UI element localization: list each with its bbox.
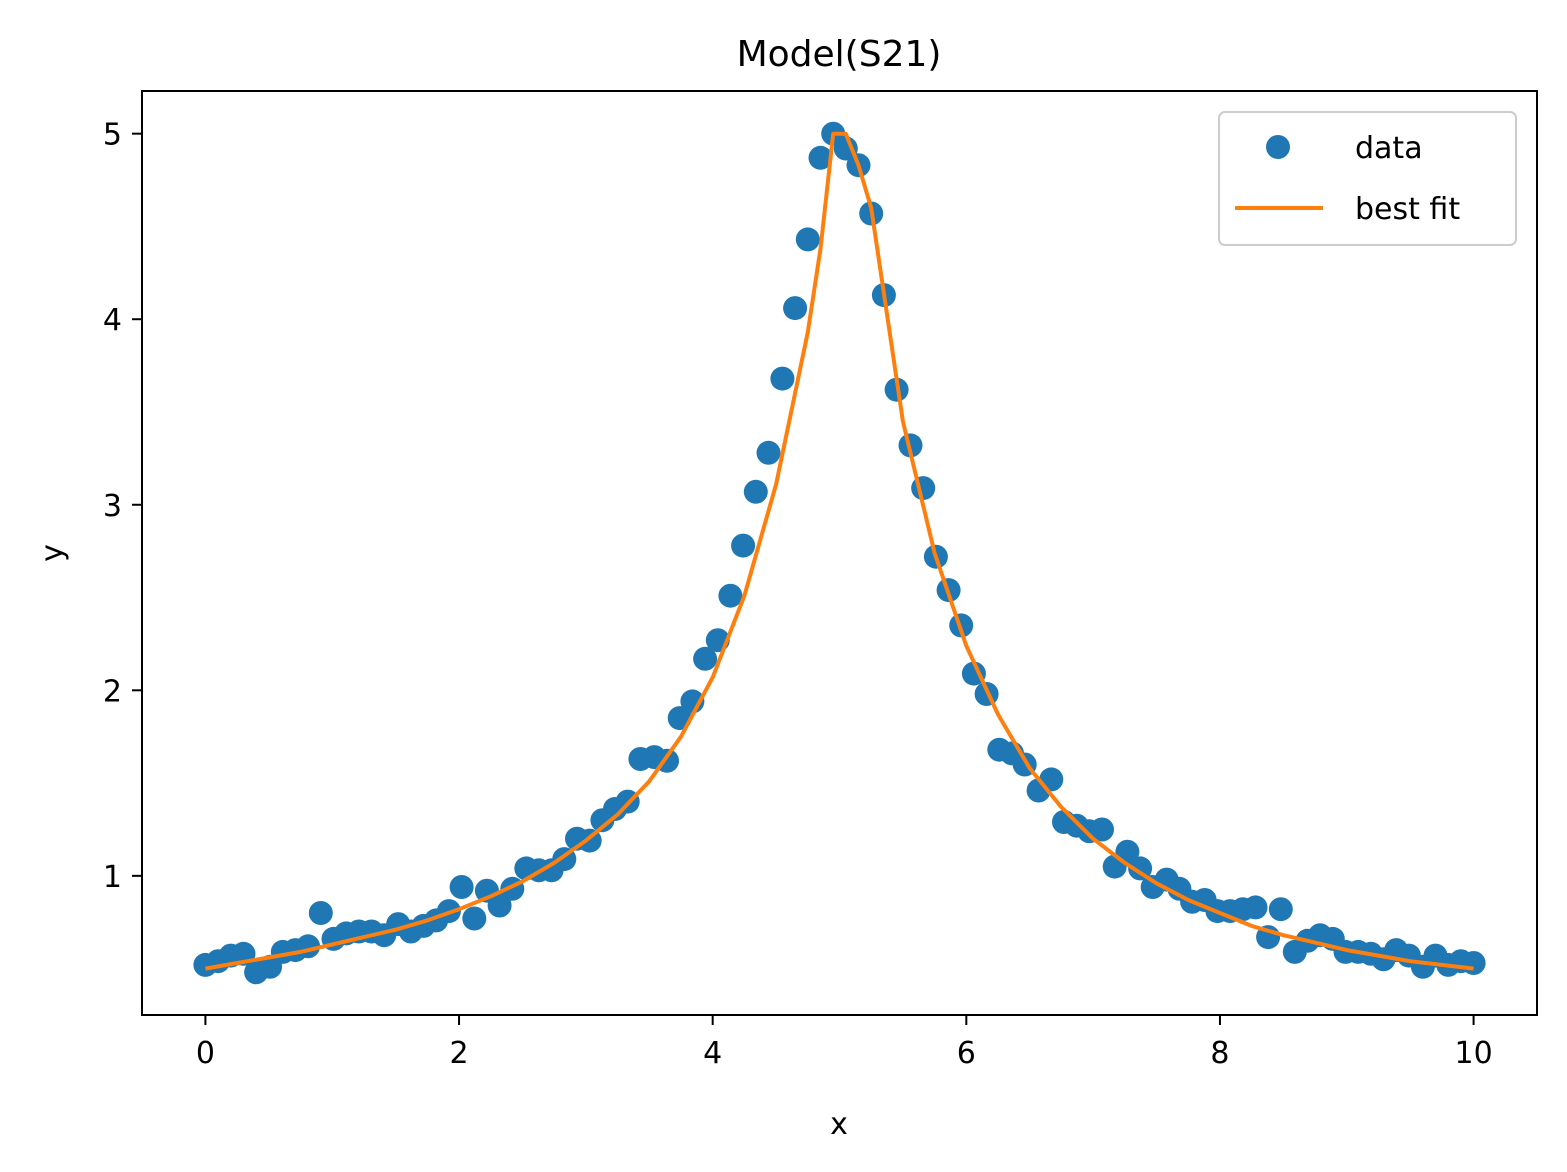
y-tick-label: 2	[103, 674, 122, 709]
data-point	[1268, 897, 1293, 922]
data-point	[487, 893, 512, 918]
legend-data-marker	[1266, 135, 1290, 159]
data-point	[808, 145, 833, 170]
legend-fit-label: best fit	[1355, 192, 1460, 227]
data-point	[783, 296, 808, 321]
best-fit-line	[205, 131, 1474, 971]
data-point	[693, 646, 718, 671]
x-tick-label: 6	[957, 1036, 976, 1071]
data-point	[1039, 767, 1064, 792]
data-point	[1115, 839, 1140, 864]
x-tick-label: 2	[449, 1036, 468, 1071]
data-point	[718, 583, 743, 608]
y-tick-label: 5	[103, 118, 122, 153]
plot-frame	[141, 90, 1538, 1016]
x-axis-label: x	[830, 1107, 848, 1142]
x-tick-label: 8	[1210, 1036, 1229, 1071]
y-tick-label: 1	[103, 860, 122, 895]
data-point	[795, 227, 820, 252]
x-tick-label: 4	[703, 1036, 722, 1071]
legend-box	[1218, 111, 1517, 246]
chart-title: Model(S21)	[737, 34, 942, 75]
y-axis-label: y	[35, 544, 70, 562]
data-point	[770, 366, 795, 391]
data-point	[911, 476, 936, 501]
data-point	[743, 479, 768, 504]
legend: data best fit	[1218, 111, 1517, 246]
y-tick-label: 3	[103, 489, 122, 524]
x-tick-label: 10	[1454, 1036, 1492, 1071]
data-point	[308, 901, 333, 925]
data-point	[833, 136, 858, 161]
data-point	[1090, 817, 1114, 842]
x-tick-label: 0	[196, 1036, 215, 1071]
y-tick-label: 4	[103, 303, 122, 338]
legend-data-label: data	[1355, 131, 1423, 166]
data-point	[756, 440, 781, 465]
data-point	[731, 533, 756, 558]
data-point	[462, 906, 487, 931]
data-point	[449, 875, 474, 899]
data-point	[1243, 895, 1268, 920]
data-point	[1461, 951, 1486, 975]
